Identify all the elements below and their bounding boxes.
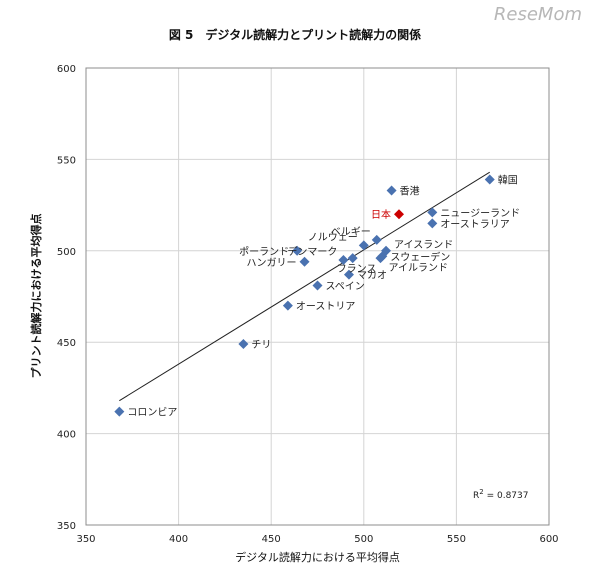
trendline [119,171,490,402]
r-squared-annotation: R2 = 0.8737 [473,488,529,501]
data-label: オーストラリア [440,218,510,230]
gridlines [86,68,549,525]
data-point [338,254,349,265]
data-point [312,280,323,291]
y-tick-label: 450 [57,338,76,349]
y-axis-label: プリント読解力における平均得点 [30,213,43,379]
data-point [393,209,404,220]
x-tick-label: 350 [76,534,95,545]
r-exponent: 2 [479,488,484,496]
data-label: マカオ [357,270,387,282]
x-tick-label: 600 [539,534,558,545]
data-label: アイルランド [388,262,448,274]
data-point [427,207,438,218]
x-tick-label: 500 [354,534,373,545]
x-tick-label: 450 [262,534,281,545]
data-label: オーストリア [296,301,356,313]
plot-area [85,67,550,526]
data-point [114,406,125,417]
r-symbol: R [473,491,480,501]
y-tick-label: 400 [57,430,76,441]
data-point [371,234,382,245]
x-axis-label: デジタル読解力における平均得点 [235,551,400,564]
data-point [282,300,293,311]
data-label: ノルウェー [308,231,358,243]
data-point [292,245,303,256]
chart-title: 図 5 デジタル読解力とプリント読解力の関係 [168,28,422,42]
data-points [114,174,495,417]
x-tick-label: 550 [447,534,466,545]
resemom-watermark: ReseMom [493,4,582,25]
data-label: 日本 [371,208,391,221]
data-label: フランス [337,263,377,275]
y-tick-label: 350 [57,521,76,532]
data-point [299,256,310,267]
data-label: スペイン [326,282,365,293]
data-point [484,174,495,185]
data-label: チリ [251,339,271,351]
tick-labels: 350 400 450 500 550 600 350 400 450 500 550 600 [57,64,559,545]
r-squared-value: = 0.8737 [483,491,529,501]
data-label: デンマーク [287,245,337,258]
data-label: 韓国 [498,175,518,187]
y-tick-label: 550 [57,155,76,166]
data-point [347,253,358,264]
data-label: スウェーデン [390,250,450,263]
data-point [427,218,438,229]
data-point [386,185,397,196]
data-label: コロンビア [127,407,177,419]
data-label: ベルギー [331,226,371,238]
data-point [343,269,354,280]
data-label: アイスランド [394,239,453,251]
data-point [358,240,369,251]
data-label: ポーランド [239,246,289,258]
data-point [238,339,249,350]
data-label: 香港 [400,185,420,197]
y-tick-label: 500 [57,247,76,258]
data-label: ニュージーランド [440,207,520,219]
y-tick-label: 600 [57,64,76,75]
data-point [375,253,386,264]
data-label: ハンガリー [247,257,297,269]
x-tick-label: 400 [169,534,188,545]
